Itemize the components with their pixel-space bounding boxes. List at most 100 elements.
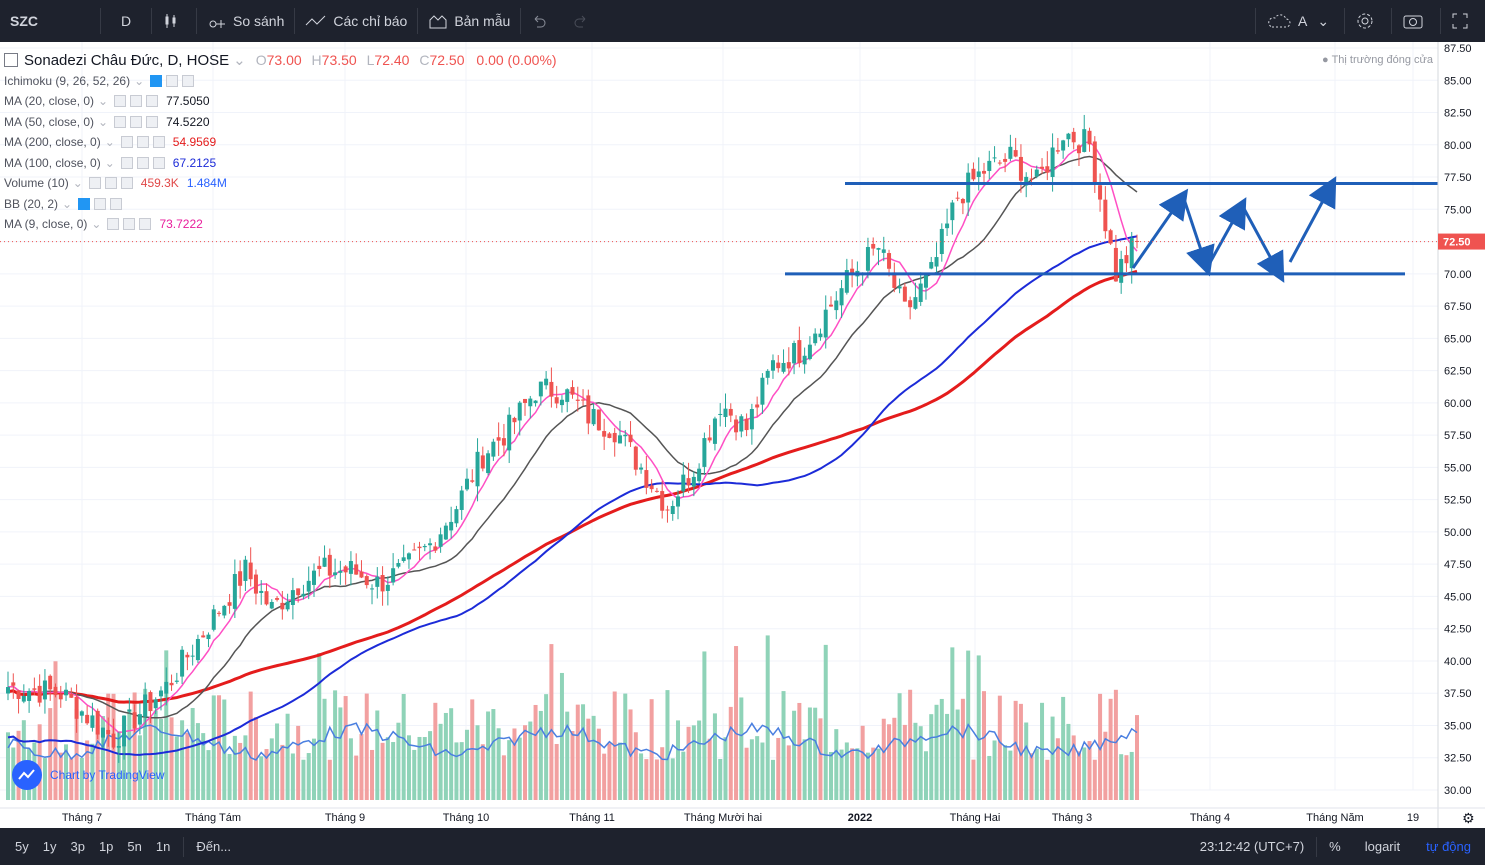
ma100-line [7,235,1138,756]
indicators-label: Các chỉ báo [333,13,408,29]
range-button-1n[interactable]: 1n [155,839,171,854]
study-row[interactable]: Volume (10) ⌄ 459.3K 1.484M [4,173,557,194]
chevron-down-icon[interactable]: ⌄ [134,73,145,88]
chevron-down-icon[interactable]: ⌄ [91,217,102,232]
volume-bar [116,731,121,800]
undo-button[interactable] [521,0,563,42]
chevron-down-icon[interactable]: ⌄ [104,135,115,150]
candle-body [127,709,132,712]
gear-icon[interactable] [166,74,179,87]
gear-icon[interactable] [136,156,149,169]
chevron-down-icon[interactable]: ⌄ [98,114,109,129]
candle-body [992,157,997,159]
candle-body [739,416,744,432]
chevron-down-icon[interactable]: ⌄ [72,176,83,191]
gear-icon[interactable] [130,95,143,108]
price-chart[interactable]: 87.50 85.00 82.50 80.00 77.50 75.00 72.50 70.00… [0,42,1485,828]
snapshot-button[interactable] [1392,0,1440,42]
divider [1316,836,1318,857]
candle-body [85,714,90,724]
candle-body [681,474,686,492]
study-row[interactable]: Ichimoku (9, 26, 52, 26) ⌄ [4,71,557,92]
divider [100,8,101,34]
close-icon[interactable] [146,115,159,128]
volume-bar [190,707,195,800]
auto-scale-button[interactable]: tự động [1426,839,1471,854]
eye-icon[interactable] [114,115,127,128]
candle-body [971,168,976,180]
indicators-button[interactable]: Các chỉ báo [295,0,417,42]
gear-icon[interactable] [130,115,143,128]
templates-button[interactable]: Bản mẫu [418,0,520,42]
study-row[interactable]: MA (9, close, 0) ⌄ 73.7222 [4,214,557,235]
volume-bar [1024,722,1029,800]
eye-icon[interactable] [78,197,91,210]
close-icon[interactable] [152,136,165,149]
redo-button[interactable] [563,0,605,42]
candle-body [1034,169,1039,177]
gear-icon[interactable] [94,197,107,210]
study-row[interactable]: MA (100, close, 0) ⌄ 67.2125 [4,153,557,174]
chevron-down-icon: ⌄ [1317,12,1330,29]
close-icon[interactable] [120,177,133,190]
close-value: 72.50 [429,52,465,69]
close-icon[interactable] [146,95,159,108]
study-name: MA (200, close, 0) [4,135,101,150]
range-button-5y[interactable]: 5y [15,839,29,854]
close-icon[interactable] [152,156,165,169]
study-row[interactable]: MA (200, close, 0) ⌄ 54.9569 [4,132,557,153]
interval-button[interactable]: D [101,0,151,42]
range-button-3p[interactable]: 3p [70,839,85,854]
range-button-1p[interactable]: 1p [98,839,114,854]
eye-icon[interactable] [150,74,163,87]
price-tick-label: 87.50 [1444,43,1472,55]
chart-type-button[interactable] [152,0,196,42]
close-icon[interactable] [110,197,123,210]
percent-scale-button[interactable]: % [1329,839,1341,854]
range-button-1y[interactable]: 1y [42,839,57,854]
tradingview-watermark[interactable]: Chart by TradingView [12,760,165,790]
study-row[interactable]: MA (50, close, 0) ⌄ 74.5220 [4,112,557,133]
volume-bar [728,706,733,800]
gear-icon[interactable] [104,177,117,190]
close-icon[interactable] [139,218,152,231]
candle-body [449,521,454,531]
eye-icon[interactable] [120,136,133,149]
candle-body [507,414,512,451]
volume-bar [976,655,981,800]
fullscreen-button[interactable] [1441,0,1485,42]
collapse-icon[interactable] [4,53,18,68]
time-tick-label: Tháng 3 [1052,812,1092,824]
study-row[interactable]: BB (20, 2) ⌄ [4,194,557,215]
chevron-down-icon[interactable]: ⌄ [62,196,73,211]
log-scale-button[interactable]: logarit [1364,839,1401,854]
chart-area[interactable]: 87.50 85.00 82.50 80.00 77.50 75.00 72.50 70.00… [0,42,1485,828]
volume-bar [406,735,411,800]
clock-display[interactable]: 23:12:42 (UTC+7) [1199,839,1305,854]
goto-date-button[interactable]: Đến... [196,839,232,854]
symbol-search[interactable]: SZC [0,0,100,42]
candle-body [232,574,237,609]
chevron-down-icon[interactable]: ⌄ [104,155,115,170]
eye-icon[interactable] [88,177,101,190]
gear-icon[interactable] [136,136,149,149]
chevron-down-icon[interactable]: ⌄ [98,94,109,109]
alert-button[interactable]: A ⌄ [1256,0,1344,42]
gear-icon[interactable] [123,218,136,231]
eye-icon[interactable] [114,95,127,108]
close-icon[interactable] [182,74,195,87]
volume-bar [607,743,612,800]
settings-button[interactable] [1345,0,1391,42]
price-tick-label: 57.50 [1444,430,1472,442]
eye-icon[interactable] [120,156,133,169]
study-value: 74.5220 [166,114,210,129]
candle-body [586,395,591,424]
compare-button[interactable]: So sánh [197,0,294,42]
volume-bar [206,750,211,800]
high-value: 73.50 [321,52,357,69]
candle-body [765,370,770,378]
eye-icon[interactable] [107,218,120,231]
range-button-5n[interactable]: 5n [127,839,142,854]
study-row[interactable]: MA (20, close, 0) ⌄ 77.5050 [4,91,557,112]
volume-bar [570,731,575,800]
